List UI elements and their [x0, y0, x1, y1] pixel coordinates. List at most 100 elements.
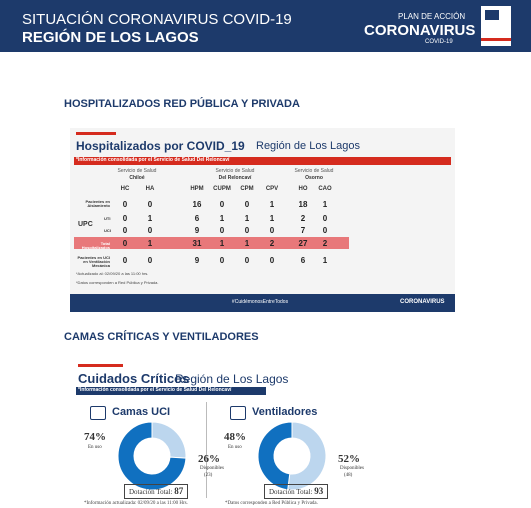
cell-value: 0	[219, 256, 225, 265]
cell-value: 0	[147, 256, 153, 265]
row-label: UTI	[104, 216, 111, 221]
cell-value: 0	[122, 239, 128, 248]
cell-value: 1	[219, 239, 225, 248]
cell-value: 0	[122, 226, 128, 235]
cell-value: 16	[192, 200, 202, 209]
available-percent: 26%	[198, 453, 220, 465]
cell-value: 1	[244, 214, 250, 223]
card-accent	[76, 132, 116, 135]
row-label: UCI	[104, 228, 111, 233]
in-use-label: En uso	[88, 445, 102, 450]
cell-value: 2	[269, 239, 275, 248]
footnote: *Actualizado al: 02/09/20 a las 11:00 hr…	[76, 271, 149, 276]
donut-segment	[287, 421, 327, 491]
row-label: Total Hospitalizados	[81, 241, 110, 250]
total-row-bg	[74, 237, 349, 249]
column-header: HA	[145, 186, 155, 192]
cell-value: 0	[269, 256, 275, 265]
cell-value: 1	[219, 214, 225, 223]
column-header: CUPM	[213, 186, 231, 192]
group-name: Del Reloncaví	[218, 175, 252, 181]
in-use-percent: 74%	[84, 431, 106, 443]
row-label: Pacientes en Aislamiento	[85, 199, 110, 208]
cell-value: 1	[269, 200, 275, 209]
cell-value: 31	[192, 239, 202, 248]
donut	[117, 421, 187, 491]
in-use-label: En uso	[228, 445, 242, 450]
card-title-rest: Región de Los Lagos	[175, 372, 289, 386]
available-percent: 52%	[338, 453, 360, 465]
cell-value: 0	[269, 226, 275, 235]
cell-value: 1	[244, 239, 250, 248]
total-value: 87	[174, 486, 184, 496]
hospital-card: Hospitalizados por COVID_19 Región de Los…	[70, 128, 455, 312]
column-header: HO	[298, 186, 308, 192]
in-use-percent: 48%	[224, 431, 246, 443]
donut-segment	[117, 421, 187, 491]
column-header: HC	[120, 186, 130, 192]
total-label: Dotación Total:	[269, 488, 313, 496]
cell-value: 0	[147, 200, 153, 209]
logo-top: PLAN DE ACCIÓN	[398, 12, 466, 21]
cell-value: 0	[322, 226, 328, 235]
cell-value: 6	[300, 256, 306, 265]
group-name: Osorno	[305, 175, 323, 181]
available-count: (48)	[344, 473, 353, 478]
donut-segment	[151, 421, 187, 459]
cell-value: 0	[244, 256, 250, 265]
column-header: CPV	[265, 186, 279, 192]
footnote: *Datos corresponden a Red Pública y Priv…	[225, 501, 318, 506]
divider	[206, 402, 207, 498]
panel-icon	[90, 406, 106, 420]
row-label: Pacientes en UCI en Ventilación Mecánica	[77, 255, 110, 268]
cell-value: 1	[269, 214, 275, 223]
brand: CORONAVIRUS	[400, 299, 445, 305]
cell-value: 0	[219, 226, 225, 235]
upc-label: UPC	[78, 221, 93, 228]
footnote: *Información actualizada: 02/09/20 a las…	[84, 501, 188, 506]
footer-bar	[70, 294, 455, 312]
cell-value: 18	[298, 200, 308, 209]
card-note: *Información consolidada por el Servicio…	[76, 157, 230, 163]
available-label: Disponibles	[340, 466, 364, 471]
total-label: Dotación Total:	[129, 488, 173, 496]
note-bar	[74, 157, 451, 165]
cell-value: 0	[244, 226, 250, 235]
available-label: Disponibles	[200, 466, 224, 471]
total-box: Dotación Total: 87	[124, 484, 189, 499]
card-note: *Información consolidada por el Servicio…	[78, 387, 232, 393]
total-value: 93	[314, 486, 324, 496]
card-title: Hospitalizados por COVID_19	[76, 139, 245, 153]
cell-value: 0	[322, 214, 328, 223]
card-title-rest: Región de Los Lagos	[256, 140, 360, 152]
cell-value: 0	[122, 200, 128, 209]
cell-value: 1	[322, 200, 328, 209]
section-heading: CAMAS CRÍTICAS Y VENTILADORES	[64, 331, 259, 343]
logo-main: CORONAVIRUS	[364, 22, 476, 39]
cell-value: 2	[322, 239, 328, 248]
cell-value: 9	[194, 226, 200, 235]
cell-value: 1	[147, 239, 153, 248]
card-accent	[78, 364, 123, 367]
hashtag: #CuidémonosEntreTodos	[231, 299, 289, 305]
donut	[257, 421, 327, 491]
card-title: Cuidados Críticos	[78, 371, 190, 386]
cell-value: 1	[147, 214, 153, 223]
cell-value: 6	[194, 214, 200, 223]
cell-value: 0	[147, 226, 153, 235]
footnote: *Datos corresponden a Red Pública y Priv…	[76, 280, 159, 285]
section-heading: HOSPITALIZADOS RED PÚBLICA Y PRIVADA	[64, 98, 300, 110]
header-bar	[0, 0, 531, 52]
header-title: SITUACIÓN CORONAVIRUS COVID-19	[22, 11, 292, 28]
cell-value: 0	[122, 214, 128, 223]
cell-value: 0	[122, 256, 128, 265]
logo-sub: COVID-19	[425, 39, 453, 45]
donut-segment	[257, 421, 293, 491]
column-header: CAO	[318, 186, 332, 192]
panel-icon	[230, 406, 246, 420]
group-label: Servicio de Salud	[117, 168, 157, 174]
critical-card: Cuidados Críticos Región de Los Lagos *Inf…	[70, 362, 455, 508]
available-count: (23)	[204, 473, 213, 478]
